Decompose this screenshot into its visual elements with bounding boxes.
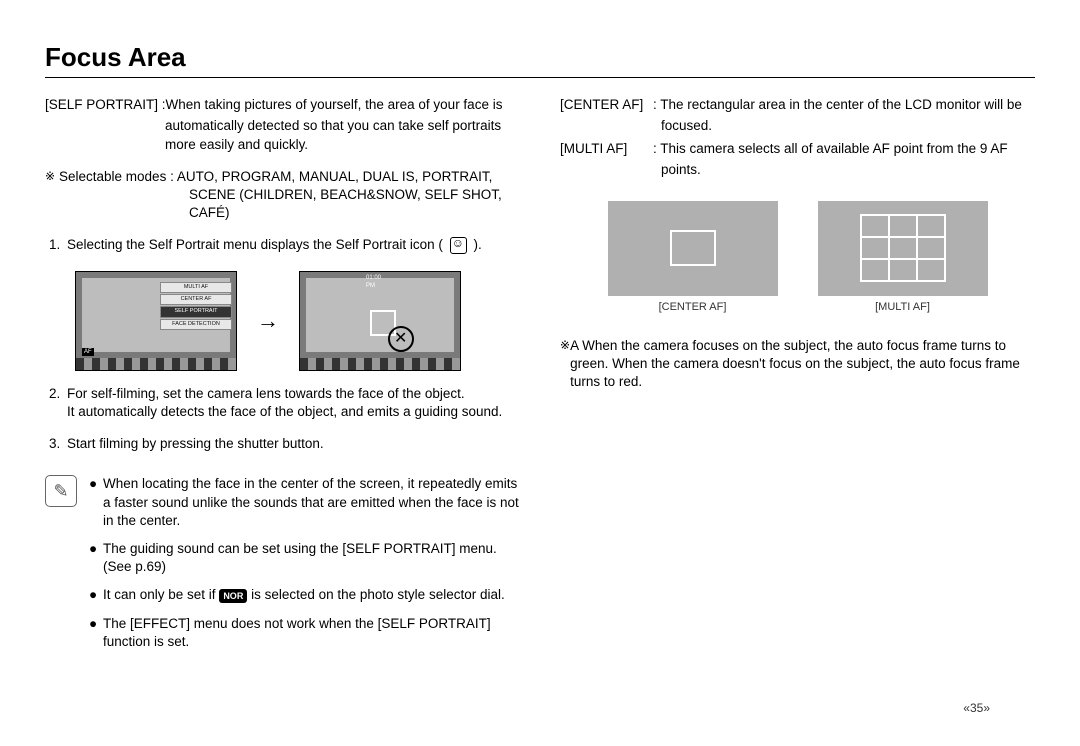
- multi-af-figure: [818, 201, 988, 296]
- self-portrait-label: [SELF PORTRAIT] :: [45, 96, 166, 114]
- center-af-label: [CENTER AF]: [560, 96, 653, 114]
- multi-af-text2: points.: [560, 161, 1035, 179]
- step1-text-b: ).: [473, 237, 481, 252]
- right-column: [CENTER AF] : The rectangular area in th…: [560, 96, 1035, 661]
- tip2: The guiding sound can be set using the […: [103, 540, 520, 576]
- modes-line1: AUTO, PROGRAM, MANUAL, DUAL IS, PORTRAIT…: [177, 169, 493, 184]
- center-af-rect: [670, 230, 716, 266]
- tip4: The [EFFECT] menu does not work when the…: [103, 615, 520, 651]
- self-portrait-icon: [450, 237, 467, 254]
- step3-text: Start filming by pressing the shutter bu…: [67, 435, 520, 453]
- bullet-dot: ●: [89, 586, 103, 604]
- lcd-screenshot-menu: MULTI AF CENTER AF SELF PORTRAIT FACE DE…: [75, 271, 237, 371]
- clock-text: 01:00 PM: [366, 274, 381, 290]
- self-portrait-text2: automatically detected so that you can t…: [45, 117, 520, 153]
- screenshot-figures: MULTI AF CENTER AF SELF PORTRAIT FACE DE…: [75, 271, 520, 371]
- modes-label: Selectable modes :: [59, 169, 177, 184]
- step1-number: 1.: [45, 236, 67, 254]
- step2-line2: It automatically detects the face of the…: [67, 403, 520, 421]
- bullet-dot: ●: [89, 540, 103, 576]
- center-af-figure: [608, 201, 778, 296]
- tip1: When locating the face in the center of …: [103, 475, 520, 530]
- multi-af-caption: [MULTI AF]: [818, 300, 988, 315]
- magnifier-icon: [388, 326, 414, 352]
- menu-face-detection: FACE DETECTION: [160, 319, 232, 330]
- center-af-text2: focused.: [560, 117, 1035, 135]
- step3-number: 3.: [45, 435, 67, 453]
- note-symbol: ※: [45, 168, 59, 223]
- step2-number: 2.: [45, 385, 67, 421]
- step2-line1: For self-filming, set the camera lens to…: [67, 385, 520, 403]
- left-column: [SELF PORTRAIT] : When taking pictures o…: [45, 96, 520, 661]
- multi-af-label: [MULTI AF]: [560, 140, 653, 158]
- nor-badge: NOR: [219, 589, 247, 603]
- status-af: AF: [82, 348, 94, 356]
- menu-center-af: CENTER AF: [160, 294, 232, 305]
- page-title: Focus Area: [45, 40, 1035, 78]
- multi-af-text1: : This camera selects all of available A…: [653, 140, 1035, 158]
- self-portrait-text1: When taking pictures of yourself, the ar…: [166, 96, 520, 114]
- focus-color-note: A When the camera focuses on the subject…: [570, 337, 1035, 392]
- menu-multi-af: MULTI AF: [160, 282, 232, 293]
- note-symbol: ※: [560, 337, 570, 392]
- menu-self-portrait: SELF PORTRAIT: [160, 306, 232, 317]
- lcd-screenshot-face: 01:00 PM: [299, 271, 461, 371]
- arrow-icon: →: [257, 306, 279, 336]
- step1-text-a: Selecting the Self Portrait menu display…: [67, 237, 443, 252]
- tip3a: It can only be set if: [103, 587, 219, 602]
- center-af-caption: [CENTER AF]: [608, 300, 778, 315]
- center-af-text1: : The rectangular area in the center of …: [653, 96, 1035, 114]
- page-number: «35»: [963, 700, 990, 716]
- multi-af-grid: [861, 215, 945, 281]
- tip3b: is selected on the photo style selector …: [251, 587, 505, 602]
- modes-line2: SCENE (CHILDREN, BEACH&SNOW, SELF SHOT, …: [59, 186, 520, 222]
- bullet-dot: ●: [89, 615, 103, 651]
- note-icon: ✎: [45, 475, 77, 507]
- bullet-dot: ●: [89, 475, 103, 530]
